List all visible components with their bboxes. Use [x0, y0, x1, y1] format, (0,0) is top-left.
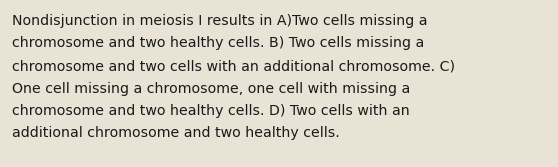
Text: chromosome and two healthy cells. B) Two cells missing a: chromosome and two healthy cells. B) Two…: [12, 37, 424, 50]
Text: chromosome and two healthy cells. D) Two cells with an: chromosome and two healthy cells. D) Two…: [12, 104, 410, 118]
Text: chromosome and two cells with an additional chromosome. C): chromosome and two cells with an additio…: [12, 59, 455, 73]
Text: One cell missing a chromosome, one cell with missing a: One cell missing a chromosome, one cell …: [12, 81, 410, 96]
Text: Nondisjunction in meiosis I results in A)Two cells missing a: Nondisjunction in meiosis I results in A…: [12, 14, 427, 28]
Text: additional chromosome and two healthy cells.: additional chromosome and two healthy ce…: [12, 126, 340, 140]
